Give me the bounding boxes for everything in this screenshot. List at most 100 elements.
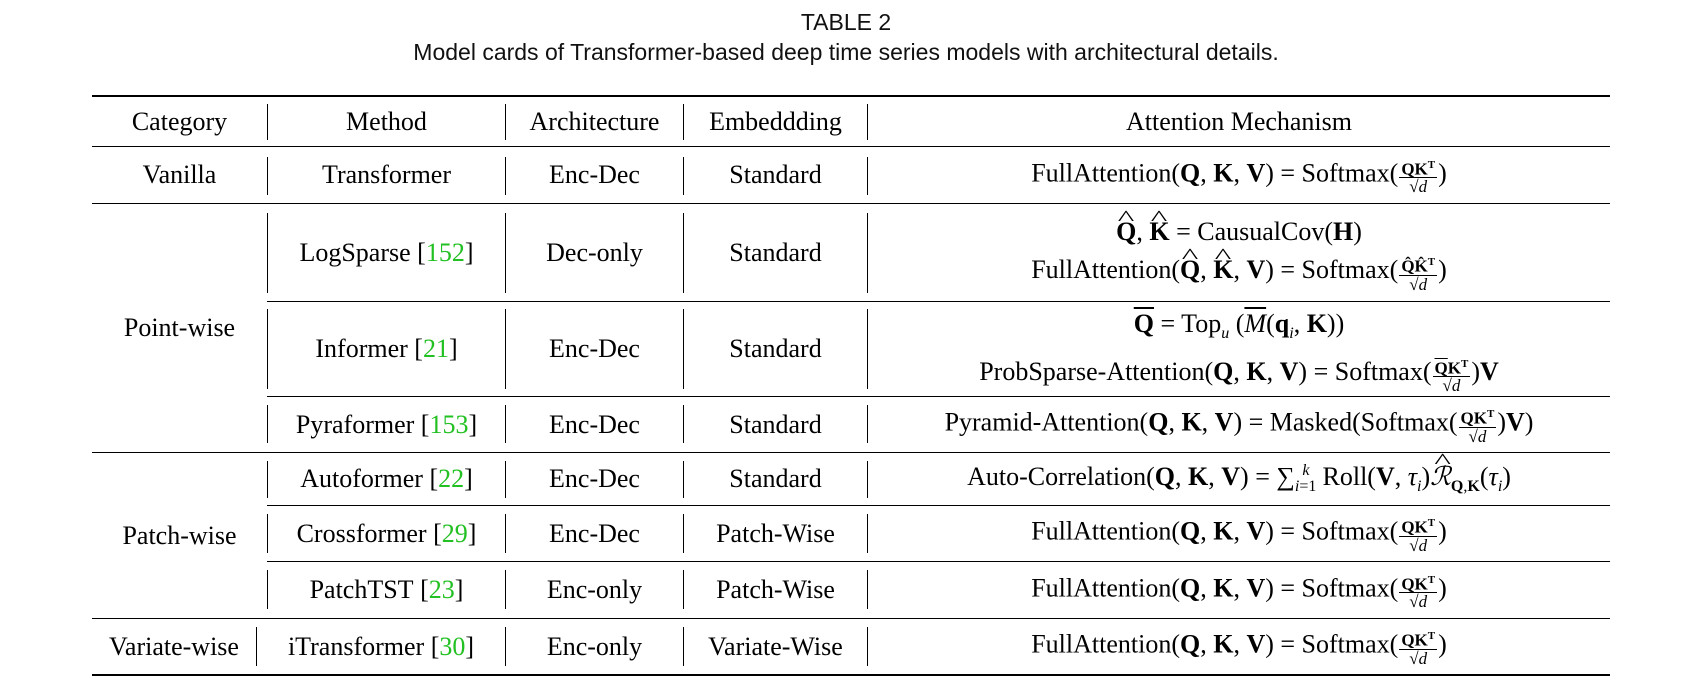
method-name: iTransformer — [287, 631, 425, 661]
method-cell: Autoformer [22] — [300, 464, 473, 493]
method-cell: PatchTST [23] — [309, 575, 464, 604]
col-separator — [505, 309, 506, 389]
embedding-cell: Standard — [729, 409, 822, 439]
col-separator — [505, 514, 506, 553]
col-separator — [867, 104, 868, 140]
logsparse-rule — [267, 301, 1610, 302]
citation-link[interactable]: 23 — [428, 575, 455, 604]
attention-cell: Q, K = CausualCov(H) FullAttention(Q, K,… — [868, 204, 1610, 301]
col-separator — [267, 104, 268, 140]
table-caption-text: Model cards of Transformer-based deep ti… — [413, 39, 1279, 65]
category-vanilla: Vanilla — [142, 160, 217, 189]
col-separator — [505, 570, 506, 609]
embedding-cell: Standard — [729, 464, 822, 493]
architecture-cell: Enc-Dec — [549, 334, 640, 363]
crossformer-rule — [267, 561, 1610, 562]
attention-cell: FullAttention(Q, K, V) = Softmax(QKT √d) — [868, 506, 1610, 561]
header-attention-mechanism: Attention Mechanism — [1125, 106, 1352, 136]
architecture-cell: Enc-Dec — [549, 464, 640, 493]
embedding-cell: Standard — [729, 334, 822, 363]
architecture-cell: Enc-only — [546, 631, 643, 661]
citation-link[interactable]: 21 — [422, 334, 449, 363]
header-rule — [92, 146, 1610, 147]
category-point-wise: Point-wise — [123, 313, 236, 342]
col-separator — [683, 514, 684, 553]
attention-formula: Auto-Correlation(Q, K, V) = ∑i=1k Roll(V… — [967, 462, 1511, 496]
architecture-cell: Enc-Dec — [549, 409, 640, 439]
col-separator — [867, 570, 868, 609]
attention-cell: Pyramid-Attention(Q, K, V) = Masked(Soft… — [868, 397, 1610, 452]
method-cell: LogSparse [152] — [299, 237, 474, 267]
attention-cell: FullAttention(Q, K, V) = Softmax(QKT √d) — [868, 619, 1610, 674]
citation-link[interactable]: 22 — [438, 464, 465, 493]
citation-link[interactable]: 152 — [425, 237, 465, 267]
col-separator — [505, 213, 506, 293]
col-separator — [867, 405, 868, 443]
top-rule — [92, 95, 1610, 97]
header-method: Method — [346, 106, 427, 136]
method-name: LogSparse — [299, 237, 411, 267]
col-separator — [505, 627, 506, 666]
attention-cell: Auto-Correlation(Q, K, V) = ∑i=1k Roll(V… — [868, 453, 1610, 505]
col-separator — [505, 104, 506, 140]
attention-formula: FullAttention(Q, K, V) = Softmax(QKT √d) — [1031, 629, 1447, 668]
category-variate-wise: Variate-wise — [109, 631, 239, 661]
col-separator — [867, 309, 868, 389]
method-name: Transformer — [321, 160, 452, 189]
method-cell: Pyraformer [153] — [295, 409, 478, 439]
architecture-cell: Enc-only — [546, 575, 643, 604]
col-separator — [683, 309, 684, 389]
method-name: Informer — [315, 334, 408, 363]
col-separator — [683, 213, 684, 293]
method-name: Crossformer — [296, 518, 427, 548]
embedding-cell: Standard — [729, 160, 822, 189]
patchwise-rule — [92, 618, 1610, 619]
col-separator — [867, 213, 868, 293]
col-separator — [683, 570, 684, 609]
method-name: Pyraformer — [295, 409, 415, 439]
attention-formula: FullAttention(Q, K, V) = Softmax(QKT √d) — [1031, 516, 1447, 555]
attention-formula: Pyramid-Attention(Q, K, V) = Masked(Soft… — [944, 407, 1534, 446]
architecture-cell: Enc-Dec — [549, 518, 640, 548]
citation-link[interactable]: 30 — [439, 631, 466, 661]
embedding-cell: Standard — [729, 237, 822, 267]
col-separator — [867, 461, 868, 498]
col-separator — [267, 514, 268, 553]
header-embedding: Embeddding — [709, 106, 842, 136]
header-architecture: Architecture — [529, 106, 660, 136]
col-separator — [683, 157, 684, 195]
col-separator — [267, 405, 268, 443]
attention-formula: FullAttention(Q, K, V) = Softmax(Q̂K̂T√d… — [1031, 251, 1447, 292]
category-patch-wise: Patch-wise — [122, 520, 237, 550]
col-separator — [683, 405, 684, 443]
embedding-cell: Patch-Wise — [716, 575, 835, 604]
attention-formula: ProbSparse-Attention(Q, K, V) = Softmax(… — [979, 356, 1499, 396]
autoformer-rule — [267, 505, 1610, 506]
col-separator — [683, 104, 684, 140]
col-separator — [267, 461, 268, 498]
citation-link[interactable]: 153 — [429, 409, 469, 439]
col-separator — [267, 213, 268, 293]
embedding-cell: Patch-Wise — [716, 518, 835, 548]
architecture-cell: Enc-Dec — [549, 160, 640, 189]
method-cell: Transformer — [268, 147, 505, 203]
bottom-rule — [92, 674, 1610, 676]
col-separator — [267, 309, 268, 389]
col-separator — [867, 514, 868, 553]
attention-formula: FullAttention(Q, K, V) = Softmax(QKT √d) — [1031, 157, 1447, 197]
col-separator — [256, 627, 257, 666]
architecture-cell: Dec-only — [546, 237, 643, 267]
vanilla-rule — [92, 203, 1610, 204]
method-cell: Informer [21] — [315, 334, 458, 363]
attention-formula: FullAttention(Q, K, V) = Softmax(QKT √d) — [1031, 572, 1447, 612]
attention-cell: Q = Topu (M(qi, K)) ProbSparse-Attention… — [868, 302, 1610, 396]
col-separator — [267, 157, 268, 195]
citation-link[interactable]: 29 — [441, 518, 468, 548]
col-separator — [867, 157, 868, 195]
col-separator — [867, 627, 868, 666]
col-separator — [683, 627, 684, 666]
col-separator — [505, 157, 506, 195]
col-separator — [683, 461, 684, 498]
col-separator — [505, 405, 506, 443]
method-name: PatchTST — [309, 575, 414, 604]
